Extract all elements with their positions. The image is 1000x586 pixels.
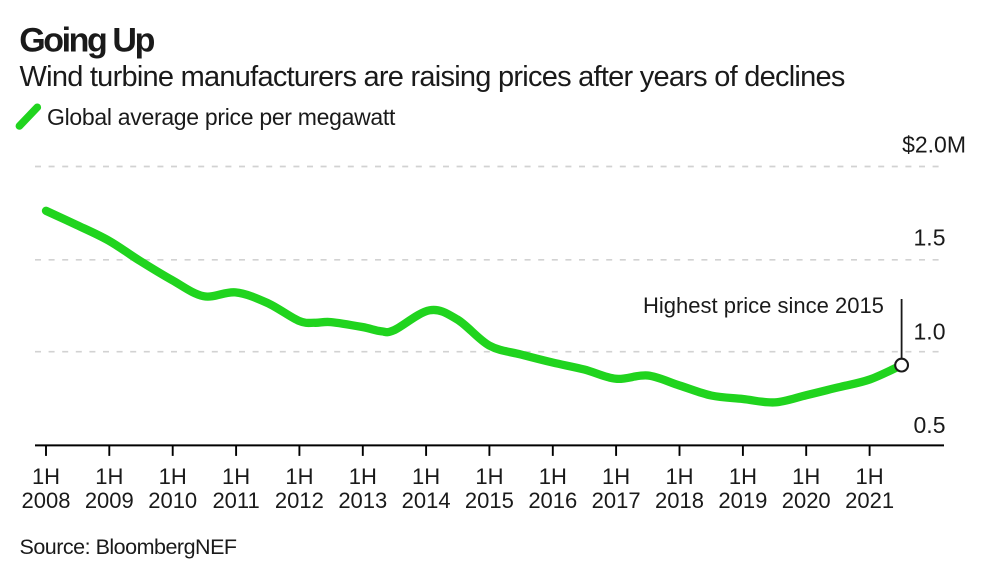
svg-text:2017: 2017 xyxy=(592,488,641,513)
svg-text:1H: 1H xyxy=(222,464,250,489)
svg-text:Wind turbine manufacturers are: Wind turbine manufacturers are raising p… xyxy=(20,61,845,93)
svg-text:2010: 2010 xyxy=(148,488,197,513)
svg-text:1H: 1H xyxy=(856,464,884,489)
svg-text:1H: 1H xyxy=(539,464,567,489)
svg-text:Highest price since 2015: Highest price since 2015 xyxy=(643,293,884,318)
svg-text:1H: 1H xyxy=(159,464,187,489)
svg-text:2020: 2020 xyxy=(782,488,831,513)
svg-text:2016: 2016 xyxy=(528,488,577,513)
svg-text:1H: 1H xyxy=(729,464,757,489)
svg-text:1H: 1H xyxy=(412,464,440,489)
svg-text:1H: 1H xyxy=(285,464,313,489)
svg-text:2008: 2008 xyxy=(22,488,71,513)
svg-text:2011: 2011 xyxy=(212,488,259,513)
svg-text:2019: 2019 xyxy=(718,488,767,513)
svg-text:2009: 2009 xyxy=(85,488,134,513)
svg-text:2018: 2018 xyxy=(655,488,704,513)
svg-text:2013: 2013 xyxy=(338,488,387,513)
svg-text:1H: 1H xyxy=(32,464,60,489)
svg-text:1.5: 1.5 xyxy=(914,225,946,251)
svg-text:1H: 1H xyxy=(95,464,123,489)
svg-text:Source: BloombergNEF: Source: BloombergNEF xyxy=(20,535,237,559)
svg-text:1H: 1H xyxy=(792,464,820,489)
svg-text:1H: 1H xyxy=(475,464,503,489)
svg-text:1H: 1H xyxy=(665,464,693,489)
svg-text:2012: 2012 xyxy=(275,488,324,513)
svg-text:2015: 2015 xyxy=(465,488,514,513)
svg-text:1H: 1H xyxy=(602,464,630,489)
svg-text:2014: 2014 xyxy=(402,488,451,513)
svg-text:Global average price per megaw: Global average price per megawatt xyxy=(47,104,396,130)
svg-text:1.0: 1.0 xyxy=(914,318,946,344)
svg-text:0.5: 0.5 xyxy=(914,412,946,438)
svg-text:1H: 1H xyxy=(349,464,377,489)
svg-text:$2.0M: $2.0M xyxy=(902,132,966,158)
svg-text:2021: 2021 xyxy=(845,488,894,513)
svg-text:Going Up: Going Up xyxy=(19,21,154,59)
